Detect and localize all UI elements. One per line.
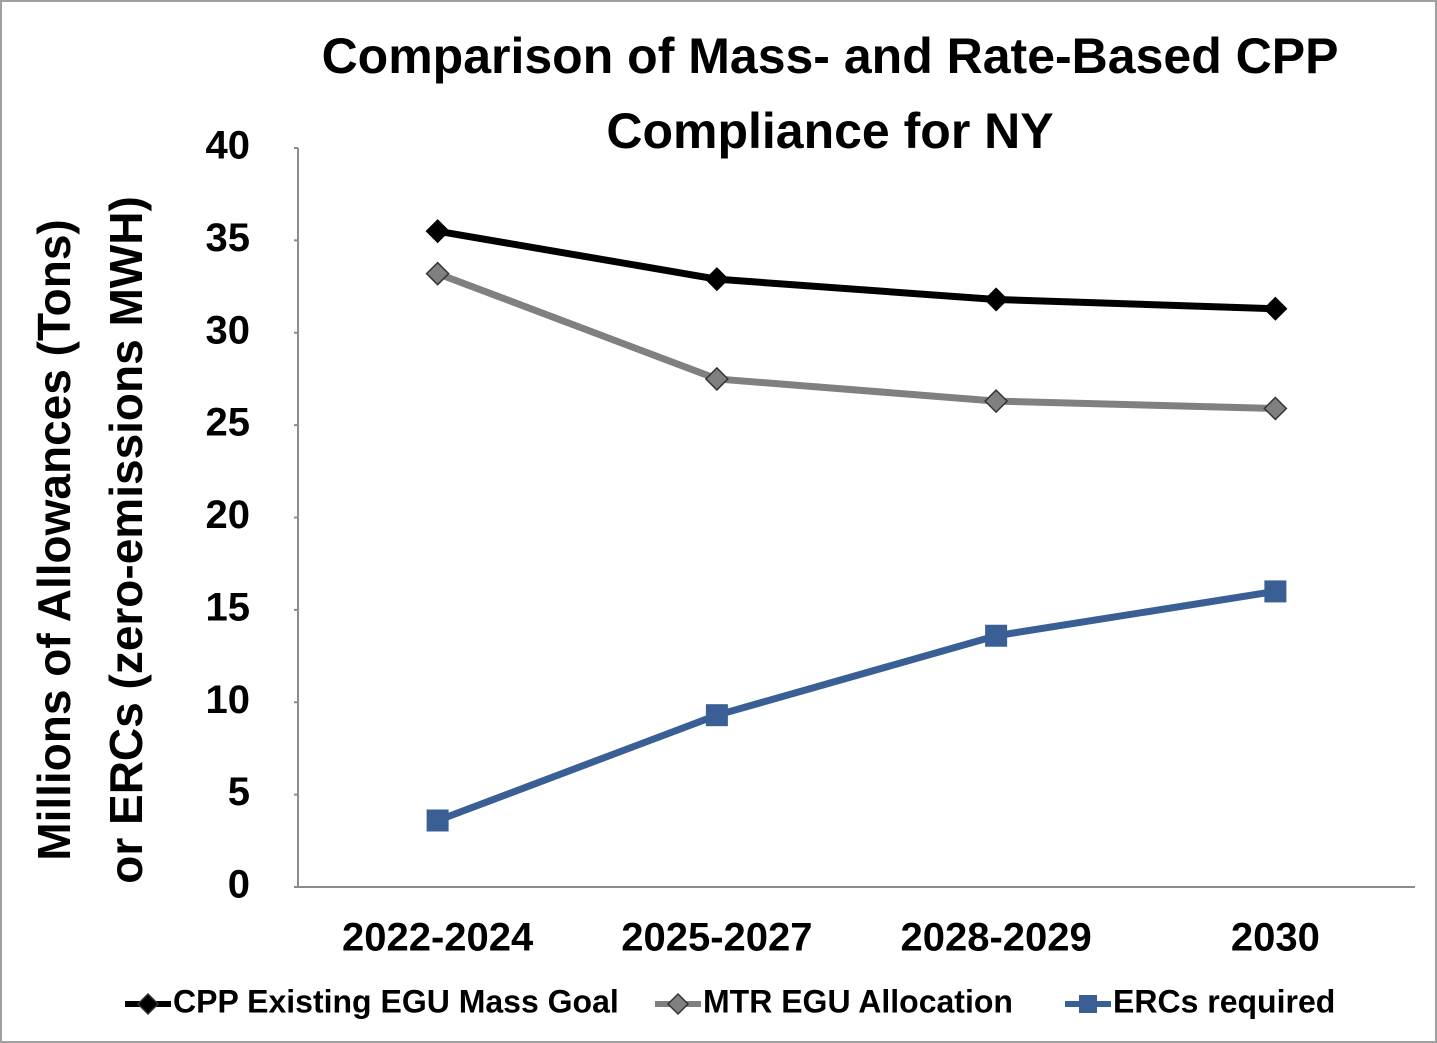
x-tick-label: 2022-2024 bbox=[342, 916, 534, 960]
marker bbox=[704, 267, 729, 292]
chart-title: Compliance for NY bbox=[606, 103, 1053, 159]
legend-marker bbox=[136, 992, 160, 1016]
marker bbox=[1263, 296, 1288, 321]
line bbox=[436, 587, 1276, 824]
y-tick-label: 10 bbox=[206, 678, 251, 722]
marker bbox=[984, 287, 1009, 312]
legend-label: CPP Existing EGU Mass Goal bbox=[173, 983, 619, 1019]
marker bbox=[425, 219, 450, 244]
legend-item: MTR EGU Allocation bbox=[655, 983, 1013, 1019]
series bbox=[426, 580, 1287, 832]
marker bbox=[985, 624, 1008, 647]
y-tick-label: 30 bbox=[206, 308, 251, 352]
series bbox=[425, 261, 1288, 421]
x-tick-label: 2030 bbox=[1231, 916, 1320, 960]
y-tick-label: 40 bbox=[206, 124, 251, 168]
y-label-line: Millions of Allowances (Tons) bbox=[28, 219, 80, 860]
legend-label: MTR EGU Allocation bbox=[703, 983, 1013, 1019]
x-tick-label: 2028-2029 bbox=[900, 916, 1091, 960]
marker bbox=[425, 261, 450, 286]
marker bbox=[705, 704, 728, 727]
line bbox=[437, 227, 1276, 313]
y-tick-label: 15 bbox=[206, 585, 251, 629]
legend-label: ERCs required bbox=[1113, 983, 1335, 1019]
y-tick-label: 5 bbox=[228, 770, 250, 814]
marker bbox=[426, 809, 449, 832]
legend-marker bbox=[1079, 995, 1097, 1013]
line bbox=[436, 270, 1276, 412]
series bbox=[425, 219, 1288, 321]
chart-title: Comparison of Mass- and Rate-Based CPP bbox=[322, 28, 1339, 84]
y-tick-label: 20 bbox=[206, 493, 251, 537]
y-tick-label: 35 bbox=[206, 216, 251, 260]
y-tick-label: 0 bbox=[228, 863, 250, 907]
y-label-line: or ERCs (zero-emissions MWH) bbox=[100, 196, 152, 884]
legend-item: CPP Existing EGU Mass Goal bbox=[125, 983, 619, 1019]
marker bbox=[704, 366, 729, 391]
y-tick-label: 25 bbox=[206, 401, 251, 445]
marker bbox=[984, 389, 1009, 414]
marker bbox=[1264, 580, 1287, 603]
y-axis-label: Millions of Allowances (Tons) or ERCs (z… bbox=[28, 196, 152, 884]
marker bbox=[1263, 396, 1288, 421]
x-tick-label: 2025-2027 bbox=[621, 916, 812, 960]
legend-marker bbox=[666, 992, 690, 1016]
legend-item: ERCs required bbox=[1065, 983, 1335, 1019]
